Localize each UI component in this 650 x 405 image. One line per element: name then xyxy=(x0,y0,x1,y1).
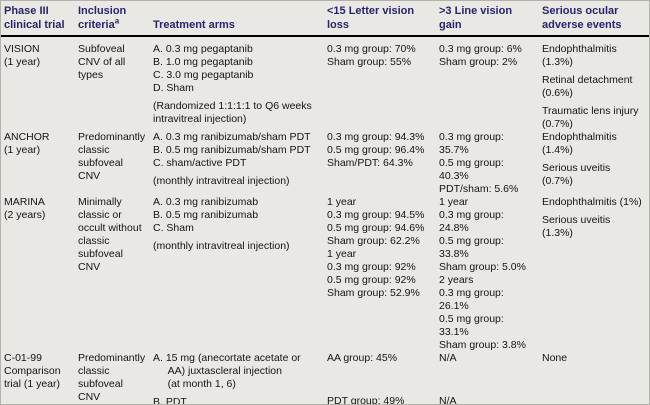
adverse-events-cell: Endophthalmitis (1.3%) Retinal detachment… xyxy=(542,43,649,131)
treatment-arm-block: B. PDT xyxy=(153,396,187,405)
vision-gain-cell: 0.3 mg group: 6% Sham group: 2% xyxy=(439,43,542,69)
inclusion-criteria-cell: Predominantly classic subfoveal CNV xyxy=(78,131,146,182)
vision-gain-cell: 1 year 0.3 mg group: 24.8% 0.5 mg group:… xyxy=(439,196,542,352)
adverse-event-block: Serious uveitis (1.3%) xyxy=(542,214,614,239)
table-header-row: Phase III clinical trial Inclusion crite… xyxy=(1,1,649,37)
vision-loss-block: 0.3 mg group: 70% Sham group: 55% xyxy=(327,43,416,68)
trial-name-cell: VISION (1 year) xyxy=(4,43,41,68)
adverse-event-block: Traumatic lens injury (0.7%) xyxy=(542,105,639,130)
treatment-arm-block: A. 0.3 mg ranibizumab B. 0.5 mg ranibizu… xyxy=(153,196,259,234)
adverse-event-block: Retinal detachment (0.6%) xyxy=(542,74,633,99)
col-header-label: Treatment arms xyxy=(153,18,235,31)
vision-loss-block: 1 year 0.3 mg group: 94.5% 0.5 mg group:… xyxy=(327,196,425,299)
treatment-arm-block: (Randomized 1:1:1:1 to Q6 weeks intravit… xyxy=(153,100,312,125)
treatment-arms-cell: A. 0.3 mg pegaptanib B. 1.0 mg pegaptani… xyxy=(153,43,327,126)
col-header-serious-ocular-adverse-events: Serious ocular adverse events xyxy=(542,5,649,32)
vision-loss-cell: 1 year 0.3 mg group: 94.5% 0.5 mg group:… xyxy=(327,196,439,300)
adverse-event-block: Endophthalmitis (1.3%) xyxy=(542,43,620,68)
adverse-event-block: Endophthalmitis (1%) xyxy=(542,196,642,208)
table-row-marina: MARINA (2 years) Minimally classic or oc… xyxy=(1,196,649,352)
vision-gain-cell: N/A N/A xyxy=(439,352,542,405)
table-row-anchor: ANCHOR (1 year) Predominantly classic su… xyxy=(1,131,649,196)
col-header-label: Serious ocular adverse events xyxy=(542,5,622,31)
treatment-arm-block: A. 0.3 mg pegaptanib B. 1.0 mg pegaptani… xyxy=(153,43,254,94)
col-header-inclusion-criteria: Inclusion criteriaa xyxy=(78,5,153,32)
col-header-label: >3 Line vision gain xyxy=(439,5,513,31)
adverse-event-block: None xyxy=(542,352,568,364)
vision-loss-cell: 0.3 mg group: 94.3% 0.5 mg group: 96.4% … xyxy=(327,131,439,170)
vision-gain-block: 0.3 mg group: 6% Sham group: 2% xyxy=(439,43,522,68)
inclusion-criteria-cell: Subfoveal CNV of all types xyxy=(78,43,126,81)
treatment-arm-block: (monthly intravitreal injection) xyxy=(153,175,290,187)
footnote-marker: a xyxy=(114,15,120,25)
table-row-c-01-99: C-01-99 Comparison trial (1 year) Predom… xyxy=(1,352,649,405)
adverse-event-block: Endophthalmitis (1.4%) xyxy=(542,131,620,156)
col-header-line-vision-gain: >3 Line vision gain xyxy=(439,5,542,32)
trial-name-cell: MARINA (2 years) xyxy=(4,196,46,221)
treatment-arms-cell: A. 0.3 mg ranibizumab B. 0.5 mg ranibizu… xyxy=(153,196,327,253)
vision-loss-cell: AA group: 45% PDT group: 49% xyxy=(327,352,439,405)
treatment-arms-cell: A. 0.3 mg ranibizumab/sham PDT B. 0.5 mg… xyxy=(153,131,327,188)
inclusion-criteria-cell: Predominantly classic subfoveal CNV xyxy=(78,352,146,403)
adverse-event-block: Serious uveitis (0.7%) xyxy=(542,162,614,187)
adverse-events-cell: Endophthalmitis (1.4%) Serious uveitis (0… xyxy=(542,131,649,188)
vision-loss-block: 0.3 mg group: 94.3% 0.5 mg group: 96.4% … xyxy=(327,131,425,169)
vision-gain-block: 1 year 0.3 mg group: 24.8% 0.5 mg group:… xyxy=(439,196,526,351)
adverse-events-cell: None xyxy=(542,352,649,365)
col-header-label: Inclusion criteria xyxy=(78,5,127,31)
treatment-arm-block: (monthly intravitreal injection) xyxy=(153,240,290,252)
treatment-arm-block: A. 15 mg (anecortate acetate or AA) juxt… xyxy=(153,352,301,390)
col-header-treatment-arms: Treatment arms xyxy=(153,19,327,33)
inclusion-criteria-cell: Minimally classic or occult without clas… xyxy=(78,196,142,273)
vision-gain-cell: 0.3 mg group: 35.7% 0.5 mg group: 40.3% … xyxy=(439,131,542,196)
adverse-events-cell: Endophthalmitis (1%) Serious uveitis (1.3… xyxy=(542,196,649,240)
vision-loss-cell: 0.3 mg group: 70% Sham group: 55% xyxy=(327,43,439,69)
col-header-label: <15 Letter vision loss xyxy=(327,5,415,31)
vision-gain-block: N/A xyxy=(439,395,457,405)
treatment-arm-block: A. 0.3 mg ranibizumab/sham PDT B. 0.5 mg… xyxy=(153,131,311,169)
vision-loss-block: AA group: 45% xyxy=(327,352,398,364)
table-body: VISION (1 year) Subfoveal CNV of all typ… xyxy=(1,37,649,405)
vision-loss-block: PDT group: 49% xyxy=(327,395,405,405)
trial-name-cell: C-01-99 Comparison trial (1 year) xyxy=(4,352,61,390)
col-header-phase-iii-clinical-trial: Phase III clinical trial xyxy=(4,5,78,32)
trial-name-cell: ANCHOR (1 year) xyxy=(4,131,50,156)
col-header-label: Phase III clinical trial xyxy=(4,5,65,31)
vision-gain-block: 0.3 mg group: 35.7% 0.5 mg group: 40.3% … xyxy=(439,131,519,195)
col-header-letter-vision-loss: <15 Letter vision loss xyxy=(327,5,439,32)
table-row-vision: VISION (1 year) Subfoveal CNV of all typ… xyxy=(1,43,649,131)
vision-gain-block: N/A xyxy=(439,352,457,364)
treatment-arms-cell: A. 15 mg (anecortate acetate or AA) juxt… xyxy=(153,352,327,405)
